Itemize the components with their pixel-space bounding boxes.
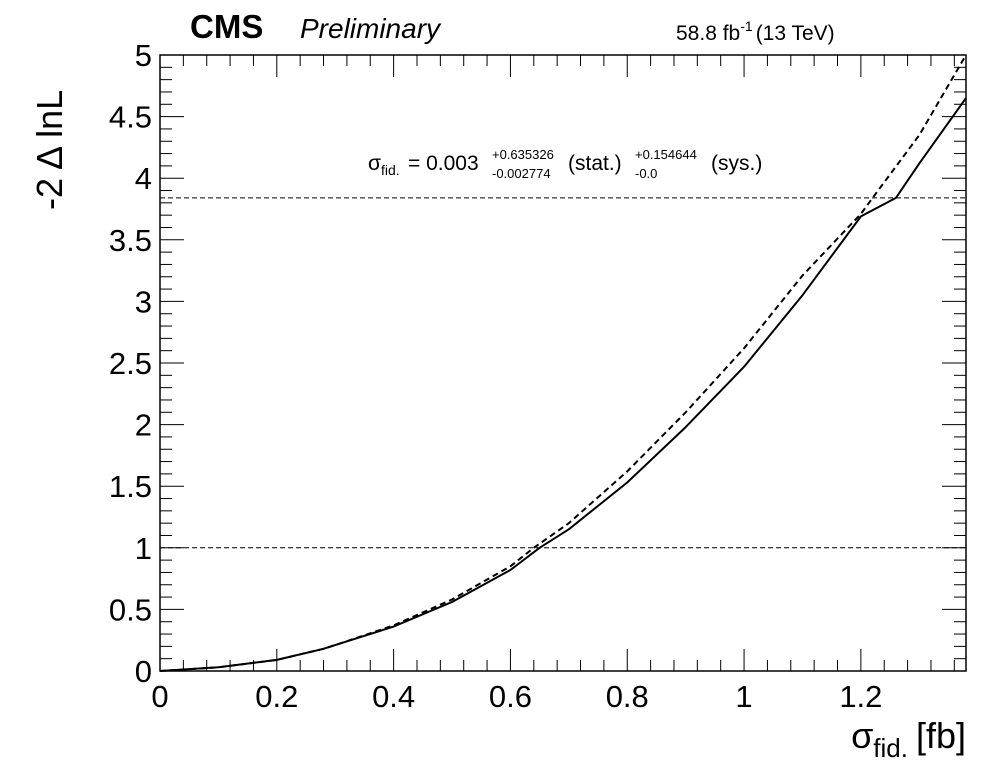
y-tick-label: 4 (135, 161, 152, 196)
sys-label: (sys.) (711, 152, 762, 175)
stat-down: -0.002774 (492, 166, 551, 181)
y-tick-label: 3.5 (109, 223, 152, 258)
plot-frame (159, 54, 967, 672)
axis-ticks (159, 54, 966, 672)
series-line-solid (159, 97, 967, 672)
y-tick-label: 1.5 (109, 469, 152, 504)
y-tick-label: 0 (135, 654, 152, 689)
x-tick-label: 0.2 (255, 679, 298, 714)
x-tick-label: 0 (151, 679, 168, 714)
y-tick-label: 3 (135, 284, 152, 319)
status-label: Preliminary (300, 13, 442, 44)
x-axis-title-sub: fid. (873, 733, 908, 763)
x-tick-label: 0.6 (489, 679, 532, 714)
y-tick-label: 1 (135, 531, 152, 566)
y-axis-title: -2 Δ lnL (29, 90, 70, 210)
x-tick-label: 0.4 (372, 679, 415, 714)
y-tick-label: 5 (135, 38, 152, 73)
energy-label: (13 TeV) (756, 22, 835, 45)
stat-label: (stat.) (568, 152, 622, 175)
reference-lines (160, 197, 966, 549)
stat-up: +0.635326 (492, 147, 554, 162)
x-tick-label: 1.2 (839, 679, 882, 714)
sys-down: -0.0 (635, 166, 657, 181)
y-tick-label: 2.5 (109, 346, 152, 381)
x-tick-label: 1 (735, 679, 752, 714)
experiment-label: CMS (190, 8, 263, 45)
y-tick-label: 2 (135, 408, 152, 443)
tick-labels: 0 0.2 0.4 0.6 0.8 1 1.2 0 0.5 1 1.5 2 2.5 3 3.5 4 4.5 5 (109, 38, 883, 714)
result-sigma: σfid. (368, 152, 400, 178)
luminosity-label: 58.8 fb-1 (13 TeV) (676, 18, 835, 45)
result-central: = 0.003 (408, 152, 479, 175)
x-tick-label: 0.8 (606, 679, 649, 714)
series-layer (159, 54, 967, 672)
y-tick-label: 0.5 (109, 592, 152, 627)
lumi-value: 58.8 fb (676, 22, 740, 45)
y-tick-label: 4.5 (109, 100, 152, 135)
series-line-dashed (159, 54, 967, 672)
lumi-exponent: -1 (740, 18, 753, 34)
x-axis-title-unit: [fb] (916, 715, 966, 756)
result-sigma-sub: fid. (381, 162, 400, 178)
sys-up: +0.154644 (635, 147, 697, 162)
x-axis-title: σfid. [fb] (851, 715, 966, 763)
